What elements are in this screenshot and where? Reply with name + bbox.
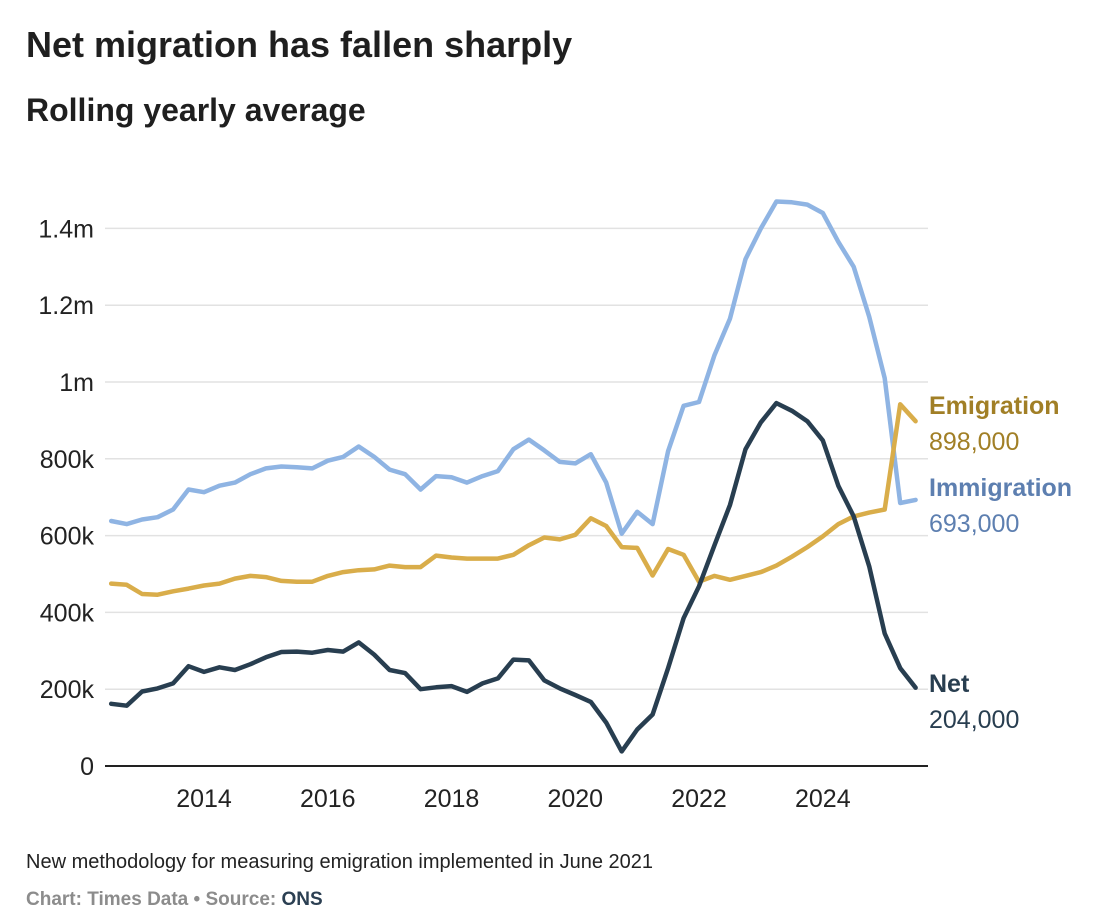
y-tick-label: 1.4m [38,215,94,243]
methodology-note: New methodology for measuring emigration… [26,851,654,873]
x-axis-ticks: 2014 2016 2018 2020 2022 2024 [176,785,851,813]
chart-title: Net migration has fallen sharply [26,24,573,65]
x-tick-label: 2022 [671,785,727,813]
y-tick-label: 400k [40,599,95,627]
series-value-immigration: 693,000 [929,510,1019,538]
y-tick-label: 1.2m [38,292,94,320]
series-line-net [108,400,918,754]
series-label-immigration: Immigration [929,474,1072,502]
x-tick-label: 2018 [424,785,480,813]
series-line-immigration [108,199,918,536]
x-tick-label: 2020 [547,785,603,813]
credit-line: Chart: Times Data • Source: ONS [26,889,323,911]
y-tick-label: 1m [59,369,94,397]
y-axis-ticks: 0 200k 400k 600k 800k 1m 1.2m 1.4m [38,215,94,781]
series-label-net: Net [929,670,970,698]
series-label-emigration: Emigration [929,392,1060,420]
series-line-emigration [108,402,918,597]
source-label: Source: [205,889,277,910]
y-tick-label: 600k [40,523,95,551]
chart-credit: Chart: Times Data [26,889,189,910]
y-tick-label: 800k [40,446,95,474]
chart-subtitle: Rolling yearly average [26,92,366,128]
series-labels: Immigration 693,000 Emigration 898,000 Net 20… [929,392,1072,734]
y-tick-label: 0 [80,753,94,781]
source-link[interactable]: ONS [281,889,323,910]
x-tick-label: 2024 [795,785,851,813]
grid-lines [105,227,928,767]
credit-separator: • [193,889,201,910]
series-lines [108,199,918,754]
x-tick-label: 2016 [300,785,356,813]
y-tick-label: 200k [40,676,95,704]
series-value-net: 204,000 [929,706,1019,734]
series-value-emigration: 898,000 [929,428,1019,456]
x-tick-label: 2014 [176,785,232,813]
